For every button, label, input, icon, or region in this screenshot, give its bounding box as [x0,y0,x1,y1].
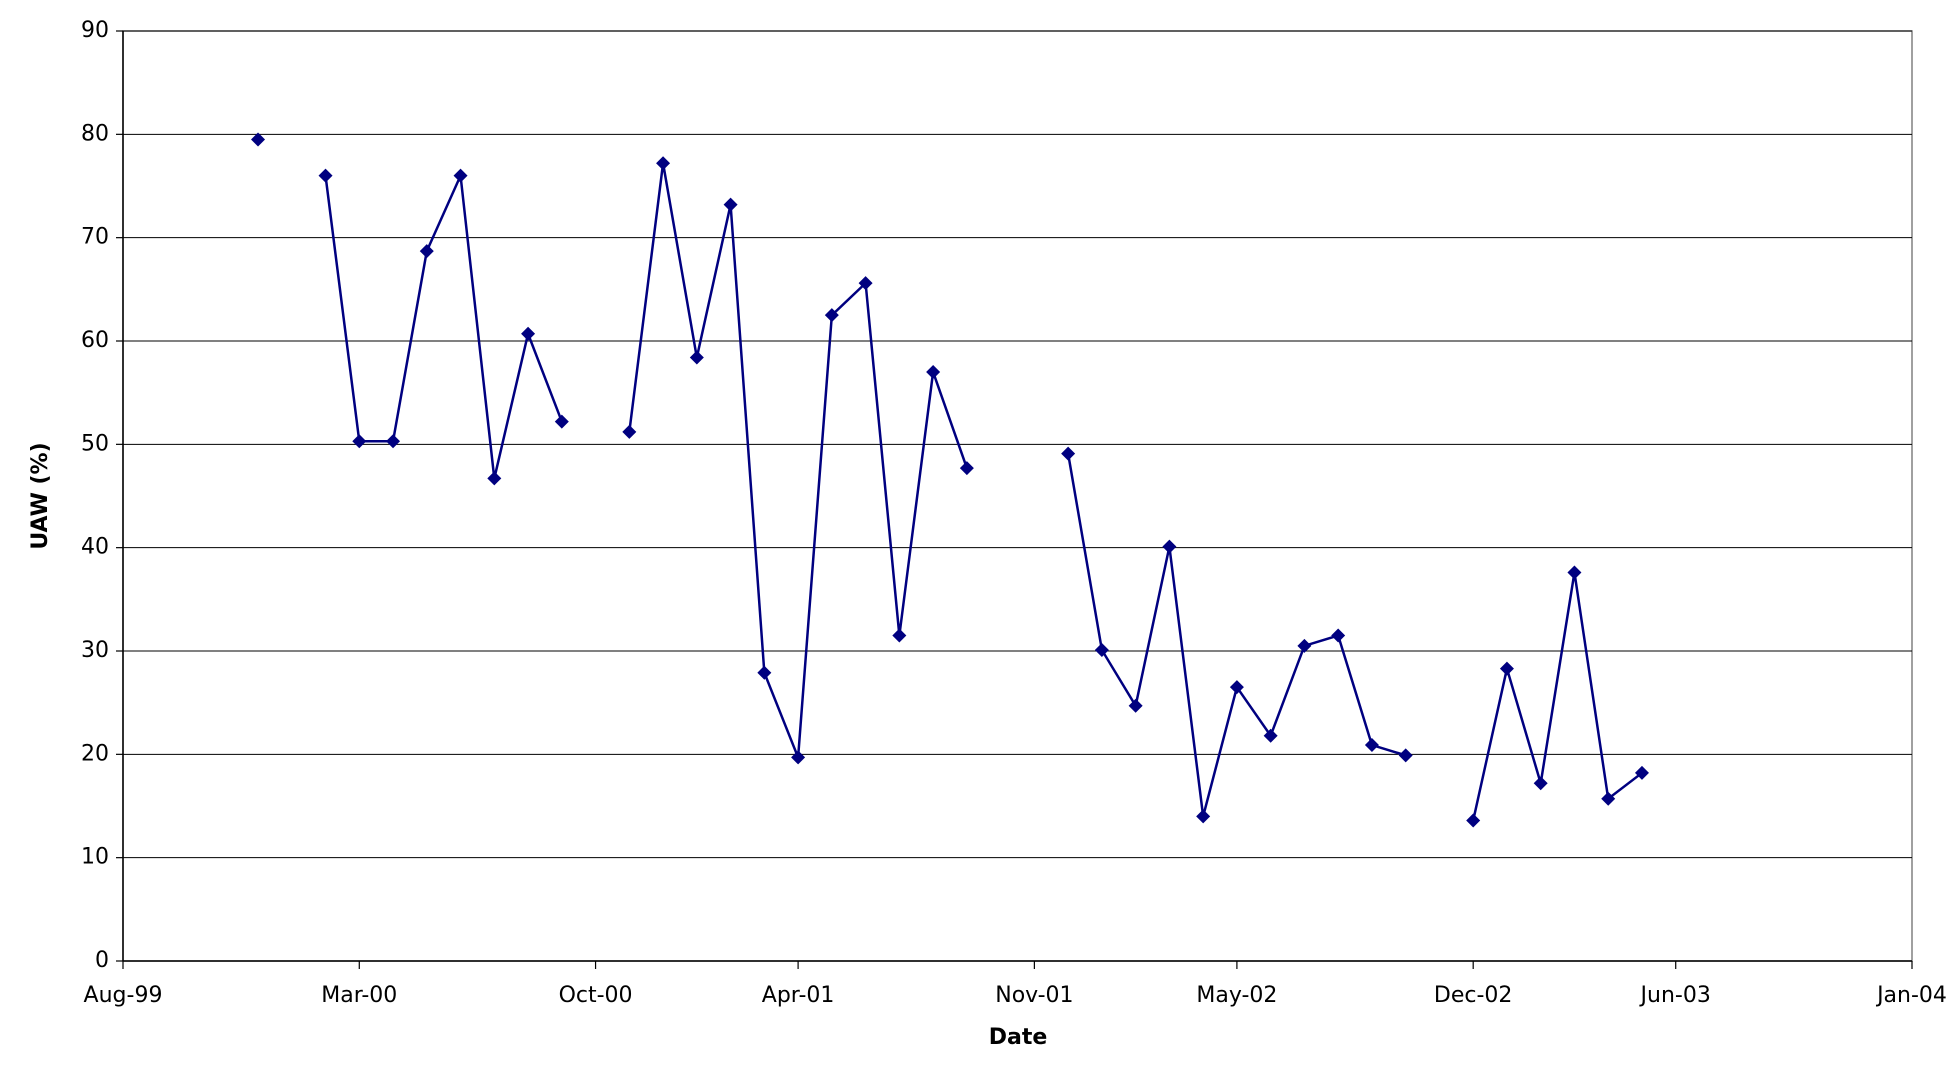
data-point [1229,680,1244,695]
y-axis-title: UAW (%) [28,442,53,549]
data-point [1263,728,1278,743]
data-point [1634,765,1649,780]
data-point [1297,638,1312,653]
y-tick-label: 90 [81,18,109,43]
data-point [858,276,873,291]
x-tick-label: Aug-99 [84,983,163,1008]
y-tick-label: 20 [81,741,109,766]
y-tick-label: 0 [95,948,109,973]
data-point [656,156,671,171]
data-point [892,628,907,643]
data-point [1128,698,1143,713]
data-point [723,197,738,212]
data-point [251,132,266,147]
data-point [386,434,401,449]
data-point [689,350,704,365]
y-tick-label: 30 [81,638,109,663]
data-point [1162,539,1177,554]
x-tick-label: May-02 [1196,983,1277,1008]
data-point [1196,809,1211,824]
x-axis-title: Date [989,1025,1048,1050]
y-tick-label: 40 [81,535,109,560]
data-point [352,434,367,449]
data-point [521,326,536,341]
y-tick-label: 80 [81,121,109,146]
data-point [419,244,434,259]
data-point [824,308,839,323]
data-point [453,168,468,183]
x-tick-label: Nov-01 [995,983,1073,1008]
y-tick-label: 10 [81,845,109,870]
y-tick-label: 70 [81,225,109,250]
data-point [757,665,772,680]
y-tick-label: 60 [81,328,109,353]
data-point [1364,738,1379,753]
data-point [318,168,333,183]
y-tick-label: 50 [81,431,109,456]
data-point [1398,748,1413,763]
data-point [1331,628,1346,643]
x-tick-label: Jan-04 [1875,983,1947,1008]
data-point [487,471,502,486]
data-point [1499,661,1514,676]
data-point [1466,813,1481,828]
x-tick-label: Apr-01 [762,983,835,1008]
data-point [1061,446,1076,461]
data-point [1094,642,1109,657]
data-point [1567,565,1582,580]
x-tick-label: Oct-00 [559,983,633,1008]
data-point [1601,791,1616,806]
plot-area [122,30,1913,962]
data-point [1533,776,1548,791]
data-point [791,750,806,765]
data-point [926,365,941,379]
data-point [554,414,569,429]
x-tick-label: Mar-00 [321,983,397,1008]
data-point [622,424,637,439]
x-tick-label: Dec-02 [1434,983,1513,1008]
x-tick-label: Jun-03 [1639,983,1711,1008]
data-point [959,461,974,476]
